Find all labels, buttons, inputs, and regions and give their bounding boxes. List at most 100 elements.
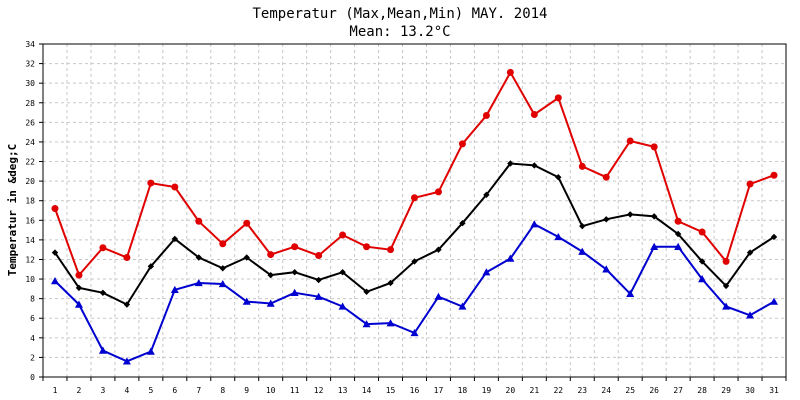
x-tick-label: 2 <box>77 386 82 395</box>
data-point-min <box>50 277 59 285</box>
data-point-mean <box>123 301 131 308</box>
x-tick-label: 7 <box>196 386 201 395</box>
x-tick-label: 31 <box>769 386 779 395</box>
x-tick-label: 18 <box>458 386 468 395</box>
data-point-min <box>434 292 443 300</box>
data-point-min <box>506 254 515 262</box>
data-point-min <box>386 319 395 327</box>
x-tick-label: 14 <box>362 386 372 395</box>
data-point-max <box>722 257 730 265</box>
x-tick-label: 10 <box>266 386 276 395</box>
data-point-max <box>482 111 490 119</box>
data-point-max <box>458 140 466 148</box>
data-point-mean <box>770 233 778 241</box>
data-point-max <box>578 162 586 170</box>
x-tick-label: 3 <box>101 386 106 395</box>
x-tick-label: 15 <box>386 386 396 395</box>
data-point-min <box>770 297 779 305</box>
data-point-min <box>482 268 491 276</box>
x-tick-label: 17 <box>434 386 444 395</box>
data-point-max <box>674 217 682 225</box>
y-tick-label: 12 <box>25 255 35 264</box>
data-point-min <box>362 320 371 328</box>
series-max <box>51 68 778 279</box>
data-point-min <box>146 347 155 355</box>
data-point-min <box>314 292 323 300</box>
x-tick-label: 13 <box>338 386 348 395</box>
x-tick-label: 6 <box>172 386 177 395</box>
data-point-max <box>698 228 706 236</box>
data-point-mean <box>387 279 394 287</box>
x-tick-label: 11 <box>290 386 300 395</box>
data-point-min <box>578 247 587 255</box>
data-point-mean <box>171 235 179 243</box>
y-tick-label: 6 <box>30 314 35 323</box>
x-tick-label: 27 <box>673 386 683 395</box>
x-tick-label: 5 <box>148 386 153 395</box>
data-point-max <box>650 143 658 151</box>
data-point-mean <box>75 284 83 292</box>
data-point-max <box>171 183 179 191</box>
data-point-mean <box>267 271 274 279</box>
data-point-max <box>267 251 275 259</box>
y-tick-label: 16 <box>25 216 35 225</box>
y-tick-label: 30 <box>25 79 35 88</box>
x-tick-label: 30 <box>745 386 755 395</box>
data-point-mean <box>411 258 418 265</box>
x-tick-label: 23 <box>577 386 587 395</box>
data-point-min <box>74 300 83 308</box>
data-point-min <box>194 278 203 287</box>
y-tick-label: 28 <box>25 99 35 108</box>
data-point-max <box>530 111 538 119</box>
data-point-mean <box>195 254 202 261</box>
data-point-min <box>122 357 131 365</box>
data-point-max <box>434 188 442 196</box>
data-point-mean <box>363 288 370 295</box>
x-tick-label: 25 <box>625 386 635 395</box>
y-tick-label: 0 <box>30 373 35 382</box>
data-point-min <box>98 346 107 354</box>
x-tick-label: 20 <box>506 386 516 395</box>
data-point-mean <box>722 282 730 290</box>
data-point-min <box>698 275 707 283</box>
x-tick-label: 1 <box>53 386 58 395</box>
x-tick-label: 29 <box>721 386 731 395</box>
data-point-mean <box>315 276 322 284</box>
y-tick-label: 24 <box>25 138 35 147</box>
data-point-mean <box>555 174 562 181</box>
y-tick-label: 20 <box>25 177 35 186</box>
plot-frame <box>42 43 787 378</box>
x-tick-label: 28 <box>697 386 707 395</box>
data-point-max <box>554 94 562 102</box>
data-point-mean <box>746 249 754 256</box>
data-point-min <box>266 299 275 307</box>
data-point-max <box>195 217 203 225</box>
data-point-max <box>291 243 299 251</box>
data-point-min <box>626 289 635 297</box>
y-tick-label: 2 <box>30 353 35 362</box>
data-point-min <box>170 285 179 294</box>
x-tick-label: 22 <box>553 386 563 395</box>
y-axis-label: Temperatur in &deg;C <box>6 144 19 276</box>
data-point-mean <box>435 246 442 253</box>
data-point-mean <box>219 265 226 272</box>
data-point-max <box>123 254 131 262</box>
data-point-mean <box>531 162 538 169</box>
y-tick-label: 22 <box>25 158 35 167</box>
y-tick-label: 26 <box>25 118 35 127</box>
data-point-min <box>602 265 611 273</box>
y-tick-label: 18 <box>25 197 35 206</box>
series-group <box>50 68 779 365</box>
data-point-max <box>147 179 155 187</box>
data-point-min <box>650 242 659 250</box>
data-point-max <box>411 194 418 202</box>
data-point-min <box>674 242 683 250</box>
data-point-mean <box>459 220 466 227</box>
data-point-max <box>363 243 371 251</box>
data-point-mean <box>698 258 706 265</box>
data-point-max <box>219 240 227 248</box>
data-point-min <box>722 302 731 310</box>
x-tick-label: 9 <box>244 386 249 395</box>
